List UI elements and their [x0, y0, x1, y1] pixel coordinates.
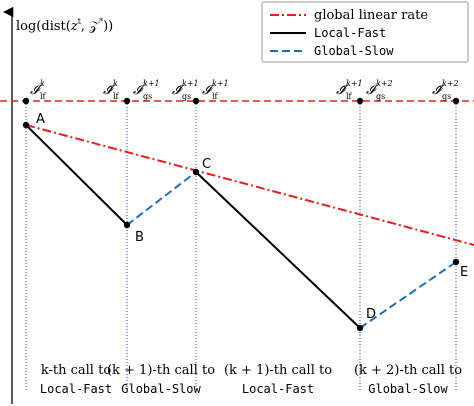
point: [452, 258, 460, 266]
svg-text:lf: lf: [40, 92, 47, 101]
svg-text:gs: gs: [182, 92, 191, 101]
marker-dot: [22, 97, 30, 105]
point-label: E: [460, 265, 468, 280]
call-label: (k + 1)-th call to: [107, 363, 215, 378]
point: [22, 121, 30, 129]
marker-label: 𝓘̃ k+2gs: [432, 79, 459, 101]
svg-text:k: k: [113, 79, 118, 88]
marker-dot: [123, 97, 131, 105]
call-label: Local-Fast: [242, 382, 314, 396]
svg-text:lf: lf: [212, 92, 219, 101]
svg-text:k: k: [40, 79, 45, 88]
marker-label: 𝓘̃ k+1lf: [336, 79, 363, 101]
marker-dot: [192, 97, 200, 105]
point-label: B: [135, 230, 144, 245]
point: [123, 221, 131, 229]
call-label: (k + 2)-th call to: [354, 363, 462, 378]
svg-text:lf: lf: [346, 92, 353, 101]
svg-text:k+2: k+2: [442, 79, 459, 88]
local-fast: [195, 171, 361, 329]
svg-text:gs: gs: [442, 92, 451, 101]
legend-label: global linear rate: [314, 8, 428, 23]
svg-text:k+1: k+1: [346, 79, 363, 88]
legend: global linear rate Local-Fast Global-Slo…: [261, 1, 469, 63]
call-label: Local-Fast: [40, 382, 112, 396]
svg-text:k+1: k+1: [143, 79, 160, 88]
global-slow: [126, 171, 197, 226]
svg-text:k+2: k+2: [376, 79, 393, 88]
point-label: A: [36, 112, 45, 127]
point-label: D: [366, 307, 376, 322]
svg-text:k+1: k+1: [212, 79, 229, 88]
call-label: (k + 1)-th call to: [224, 363, 332, 378]
marker-label: 𝓘̃ k+1gs: [172, 79, 199, 101]
point-label: C: [202, 157, 211, 172]
point: [356, 324, 364, 332]
marker-dot: [356, 97, 364, 105]
svg-text:gs: gs: [143, 92, 152, 101]
svg-text:k+1: k+1: [182, 79, 199, 88]
call-label: Global-Slow: [121, 382, 201, 396]
point: [192, 168, 200, 176]
call-label: Global-Slow: [368, 382, 448, 396]
local-fast: [25, 124, 128, 226]
call-label: k-th call to: [41, 363, 111, 378]
legend-label: Global-Slow: [314, 44, 394, 58]
svg-text:lf: lf: [113, 92, 120, 101]
global-slow: [359, 261, 457, 329]
axis-label: log(dist(zt, 𝒵*)): [16, 17, 113, 34]
marker-dot: [452, 97, 460, 105]
marker-label: 𝓘̃ klf: [103, 79, 120, 101]
rate-line: [25, 124, 474, 246]
svg-text:gs: gs: [376, 92, 385, 101]
legend-label: Local-Fast: [314, 26, 386, 40]
